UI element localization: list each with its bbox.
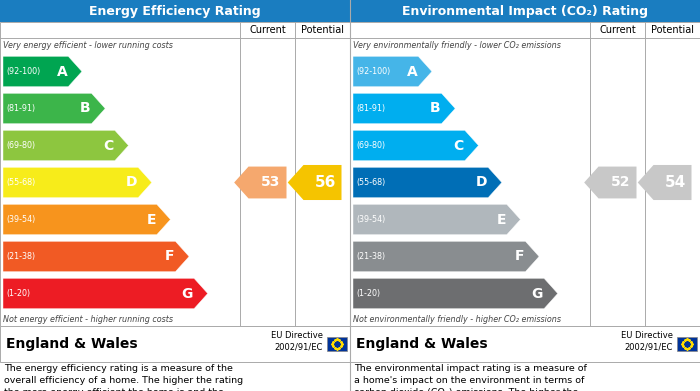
- Bar: [350, 0, 700, 22]
- Text: A: A: [407, 65, 417, 79]
- Bar: [0, 22, 350, 326]
- Text: B: B: [80, 102, 90, 115]
- Text: Current: Current: [249, 25, 286, 35]
- Polygon shape: [353, 130, 479, 161]
- Text: 54: 54: [665, 175, 686, 190]
- Text: G: G: [532, 287, 543, 301]
- Text: England & Wales: England & Wales: [6, 337, 138, 351]
- Bar: [327, 337, 347, 351]
- Text: (81-91): (81-91): [356, 104, 385, 113]
- Text: E: E: [496, 212, 506, 226]
- Polygon shape: [288, 165, 342, 200]
- Polygon shape: [3, 56, 82, 87]
- Text: 53: 53: [261, 176, 280, 190]
- Text: (92-100): (92-100): [6, 67, 41, 76]
- Text: F: F: [515, 249, 524, 264]
- Bar: [350, 326, 700, 362]
- Text: (1-20): (1-20): [356, 289, 380, 298]
- Text: Very energy efficient - lower running costs: Very energy efficient - lower running co…: [3, 41, 173, 50]
- Text: (21-38): (21-38): [6, 252, 35, 261]
- Text: The environmental impact rating is a measure of
a home's impact on the environme: The environmental impact rating is a mea…: [354, 364, 587, 391]
- Text: (39-54): (39-54): [6, 215, 35, 224]
- Text: B: B: [430, 102, 440, 115]
- Polygon shape: [3, 204, 170, 235]
- Polygon shape: [584, 167, 636, 198]
- Polygon shape: [353, 56, 432, 87]
- Text: Potential: Potential: [301, 25, 344, 35]
- Text: (81-91): (81-91): [6, 104, 35, 113]
- Text: D: D: [125, 176, 137, 190]
- Polygon shape: [353, 93, 455, 124]
- Text: F: F: [165, 249, 174, 264]
- Text: 52: 52: [610, 176, 630, 190]
- Text: (55-68): (55-68): [6, 178, 35, 187]
- Polygon shape: [234, 167, 286, 198]
- Bar: [0, 326, 350, 362]
- Text: Very environmentally friendly - lower CO₂ emissions: Very environmentally friendly - lower CO…: [353, 41, 561, 50]
- Bar: [0, 0, 350, 22]
- Polygon shape: [3, 93, 105, 124]
- Text: England & Wales: England & Wales: [356, 337, 488, 351]
- Text: EU Directive
2002/91/EC: EU Directive 2002/91/EC: [271, 331, 323, 351]
- Bar: [677, 337, 697, 351]
- Text: The energy efficiency rating is a measure of the
overall efficiency of a home. T: The energy efficiency rating is a measur…: [4, 364, 243, 391]
- Polygon shape: [3, 241, 189, 272]
- Text: E: E: [146, 212, 156, 226]
- Text: 56: 56: [315, 175, 336, 190]
- Polygon shape: [353, 167, 502, 198]
- Bar: [350, 22, 700, 326]
- Text: C: C: [104, 138, 114, 152]
- Polygon shape: [3, 130, 129, 161]
- Text: C: C: [454, 138, 464, 152]
- Text: (21-38): (21-38): [356, 252, 385, 261]
- Text: (39-54): (39-54): [356, 215, 385, 224]
- Polygon shape: [638, 165, 692, 200]
- Text: (1-20): (1-20): [6, 289, 30, 298]
- Text: Potential: Potential: [651, 25, 694, 35]
- Text: G: G: [182, 287, 193, 301]
- Polygon shape: [353, 204, 520, 235]
- Text: (55-68): (55-68): [356, 178, 385, 187]
- Polygon shape: [353, 278, 558, 308]
- Text: (92-100): (92-100): [356, 67, 391, 76]
- Text: Not environmentally friendly - higher CO₂ emissions: Not environmentally friendly - higher CO…: [353, 314, 561, 323]
- Text: D: D: [475, 176, 487, 190]
- Text: (69-80): (69-80): [6, 141, 35, 150]
- Polygon shape: [3, 167, 152, 198]
- Text: Current: Current: [599, 25, 636, 35]
- Text: Energy Efficiency Rating: Energy Efficiency Rating: [89, 5, 261, 18]
- Text: EU Directive
2002/91/EC: EU Directive 2002/91/EC: [621, 331, 673, 351]
- Text: Not energy efficient - higher running costs: Not energy efficient - higher running co…: [3, 314, 173, 323]
- Polygon shape: [3, 278, 208, 308]
- Text: Environmental Impact (CO₂) Rating: Environmental Impact (CO₂) Rating: [402, 5, 648, 18]
- Text: (69-80): (69-80): [356, 141, 385, 150]
- Text: A: A: [57, 65, 67, 79]
- Polygon shape: [353, 241, 539, 272]
